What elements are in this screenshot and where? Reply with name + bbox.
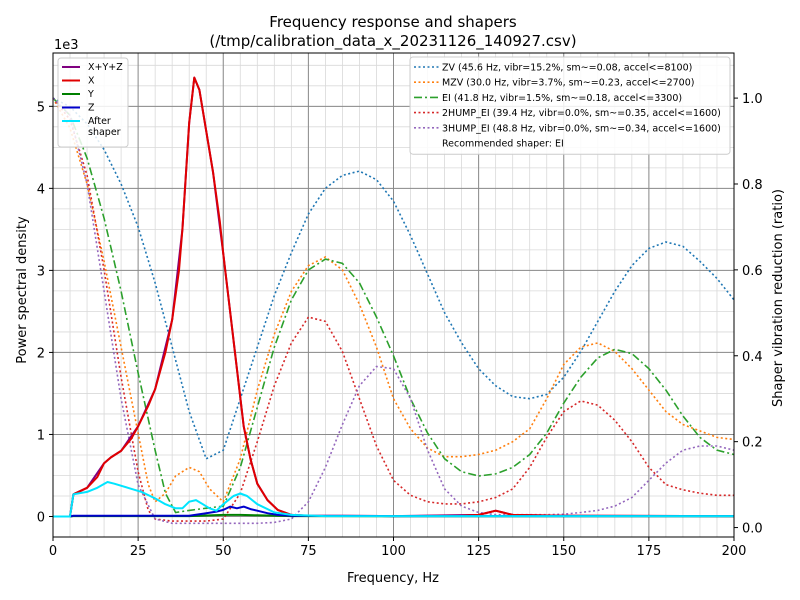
x-tick-label: 75 — [300, 544, 317, 559]
shaper-legend-label: EI (41.8 Hz, vibr=1.5%, sm~=0.18, accel<… — [442, 93, 682, 104]
psd-legend-label: Y — [87, 89, 94, 100]
shaper-legend-label: ZV (45.6 Hz, vibr=15.2%, sm~=0.08, accel… — [442, 63, 692, 74]
shaper-legend: ZV (45.6 Hz, vibr=15.2%, sm~=0.08, accel… — [409, 56, 731, 155]
y2-tick-label: 0.4 — [742, 350, 763, 365]
y-axis-label: Power spectral density — [15, 216, 30, 364]
y-tick-label: 3 — [37, 264, 45, 279]
y2-tick-label: 0.8 — [742, 178, 763, 193]
y2-tick-label: 0.2 — [742, 436, 763, 451]
y2-axis-label: Shaper vibration reduction (ratio) — [771, 189, 786, 407]
y-tick-label: 2 — [37, 346, 45, 361]
x-tick-label: 150 — [551, 544, 576, 559]
psd-legend-label: After — [88, 116, 111, 127]
shaper-legend-label: MZV (30.0 Hz, vibr=3.7%, sm~=0.23, accel… — [442, 78, 694, 89]
shaper-curve-2 — [52, 97, 735, 514]
shaper-legend-label: 2HUMP_EI (39.4 Hz, vibr=0.0%, sm~=0.35, … — [442, 108, 721, 119]
x-axis-label: Frequency, Hz — [347, 571, 439, 586]
x-tick-label: 0 — [49, 544, 57, 559]
chart-subtitle: (/tmp/calibration_data_x_20231126_140927… — [209, 32, 576, 51]
recommended-shaper-text: Recommended shaper: EI — [442, 139, 564, 150]
psd-legend-label: X — [88, 76, 95, 87]
x-tick-label: 125 — [466, 544, 491, 559]
x-tick-label: 200 — [722, 544, 747, 559]
psd-legend-label: shaper — [88, 127, 121, 138]
axes: 0 25 50 75 100 125 150 175 200 0 1 2 3 4 5 0.0 0.2 0.4 0.6… — [37, 52, 763, 559]
psd-legend-label: Z — [88, 103, 95, 114]
y-tick-label: 4 — [37, 182, 45, 197]
x-tick-label: 175 — [636, 544, 661, 559]
y-tick-label: 0 — [37, 510, 45, 525]
plot-area — [52, 76, 735, 525]
shaper-curve-4 — [52, 97, 735, 525]
psd-legend-label: X+Y+Z — [88, 62, 123, 73]
shaper-curve-0 — [52, 97, 735, 460]
psd-curve-4 — [53, 481, 734, 518]
x-tick-label: 100 — [381, 544, 406, 559]
y2-tick-label: 0.0 — [742, 522, 763, 537]
x-tick-label: 50 — [215, 544, 232, 559]
chart-title: Frequency response and shapers — [269, 13, 517, 31]
shaper-legend-box — [409, 56, 731, 155]
y2-tick-label: 0.6 — [742, 264, 763, 279]
y2-tick-label: 1.0 — [742, 92, 763, 107]
y-offset-text: 1e3 — [54, 38, 79, 53]
psd-curve-3 — [53, 505, 734, 518]
x-tick-label: 25 — [130, 544, 147, 559]
y-tick-label: 1 — [37, 428, 45, 443]
shaper-legend-label: 3HUMP_EI (48.8 Hz, vibr=0.0%, sm~=0.34, … — [442, 123, 721, 134]
y-tick-label: 5 — [37, 100, 45, 115]
